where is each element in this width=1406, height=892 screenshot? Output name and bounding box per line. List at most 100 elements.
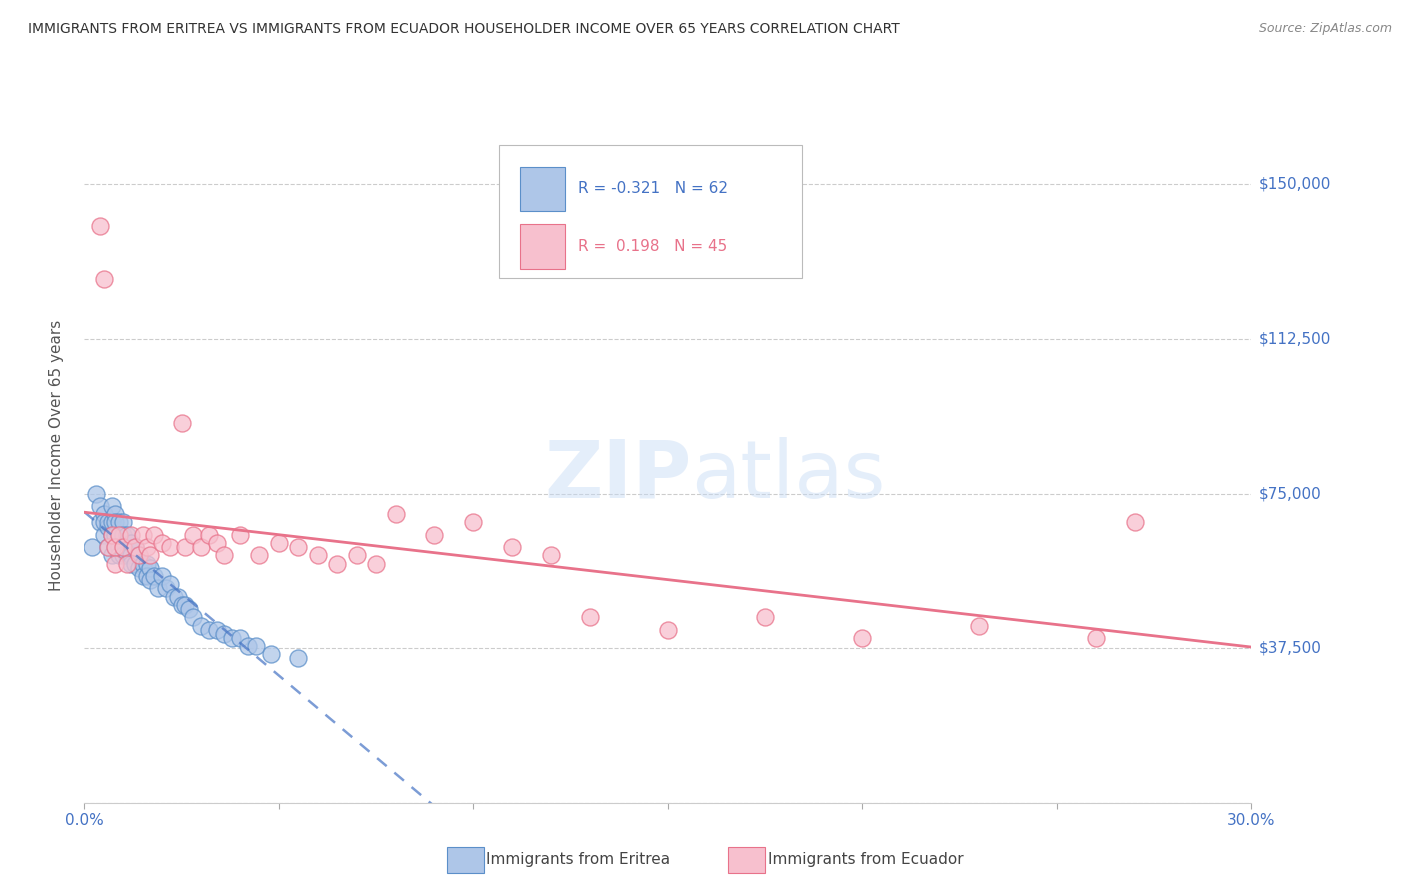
Point [174,540,197,554]
Point [108,528,131,542]
Point [108,549,131,563]
Point [229,528,252,542]
Point [198,623,221,637]
Point [104,516,127,530]
Point [851,631,873,645]
Point [214,549,236,563]
Text: Immigrants from Ecuador: Immigrants from Ecuador [768,853,963,867]
Point [229,631,252,645]
Text: $112,500: $112,500 [1258,332,1330,346]
Point [463,516,485,530]
Point [135,557,157,571]
Point [267,536,290,550]
Point [287,540,309,554]
Point [93,507,115,521]
Point [97,519,120,533]
Point [190,540,212,554]
Point [120,549,142,563]
Point [104,557,127,571]
Point [104,540,127,554]
Point [112,528,135,542]
Text: IMMIGRANTS FROM ERITREA VS IMMIGRANTS FROM ECUADOR HOUSEHOLDER INCOME OVER 65 YE: IMMIGRANTS FROM ERITREA VS IMMIGRANTS FR… [28,22,900,37]
Point [97,516,120,530]
Point [93,272,115,286]
Point [135,540,157,554]
Point [120,536,142,550]
Point [108,528,131,542]
Point [181,610,204,624]
Point [112,540,135,554]
Point [100,516,122,530]
Point [287,651,309,665]
Point [384,507,406,521]
Point [115,528,138,542]
Point [155,582,177,596]
Point [112,549,135,563]
Point [112,540,135,554]
Point [89,516,111,530]
Point [124,557,146,571]
Point [1084,631,1107,645]
Point [754,610,776,624]
Point [170,598,193,612]
Point [540,549,562,563]
Point [93,516,115,530]
Point [128,549,150,563]
Point [82,540,104,554]
Point [657,623,679,637]
Point [104,528,127,542]
Point [128,561,150,575]
Point [150,536,173,550]
Point [100,499,122,513]
Point [100,549,122,563]
Point [346,549,368,563]
Point [139,549,162,563]
Point [104,507,127,521]
Point [135,569,157,583]
Point [221,631,243,645]
Point [93,528,115,542]
Point [205,623,228,637]
Text: $75,000: $75,000 [1258,486,1322,501]
Text: $37,500: $37,500 [1258,640,1322,656]
Point [174,598,197,612]
Point [205,536,228,550]
Point [159,540,181,554]
Point [120,528,142,542]
Point [159,577,181,591]
Text: ZIP: ZIP [544,437,692,515]
Point [108,540,131,554]
Point [501,540,523,554]
Point [236,639,259,653]
Text: Source: ZipAtlas.com: Source: ZipAtlas.com [1258,22,1392,36]
Point [132,569,155,583]
Point [214,626,236,640]
FancyBboxPatch shape [520,224,565,268]
Text: $150,000: $150,000 [1258,177,1330,192]
Point [128,549,150,563]
Point [139,561,162,575]
Y-axis label: Householder Income Over 65 years: Householder Income Over 65 years [49,319,63,591]
Point [139,573,162,587]
Point [181,528,204,542]
Point [115,557,138,571]
Text: Immigrants from Eritrea: Immigrants from Eritrea [486,853,671,867]
Point [307,549,329,563]
Point [423,528,446,542]
Point [170,417,193,431]
Point [148,582,170,596]
Point [260,648,283,662]
Point [967,618,990,632]
Point [247,549,270,563]
Point [326,557,349,571]
Point [124,540,146,554]
Point [97,540,120,554]
Point [104,540,127,554]
Text: R =  0.198   N = 45: R = 0.198 N = 45 [578,239,727,254]
FancyBboxPatch shape [499,145,801,277]
Text: R = -0.321   N = 62: R = -0.321 N = 62 [578,181,728,196]
Point [112,516,135,530]
Point [84,486,107,500]
FancyBboxPatch shape [520,167,565,211]
Point [166,590,188,604]
